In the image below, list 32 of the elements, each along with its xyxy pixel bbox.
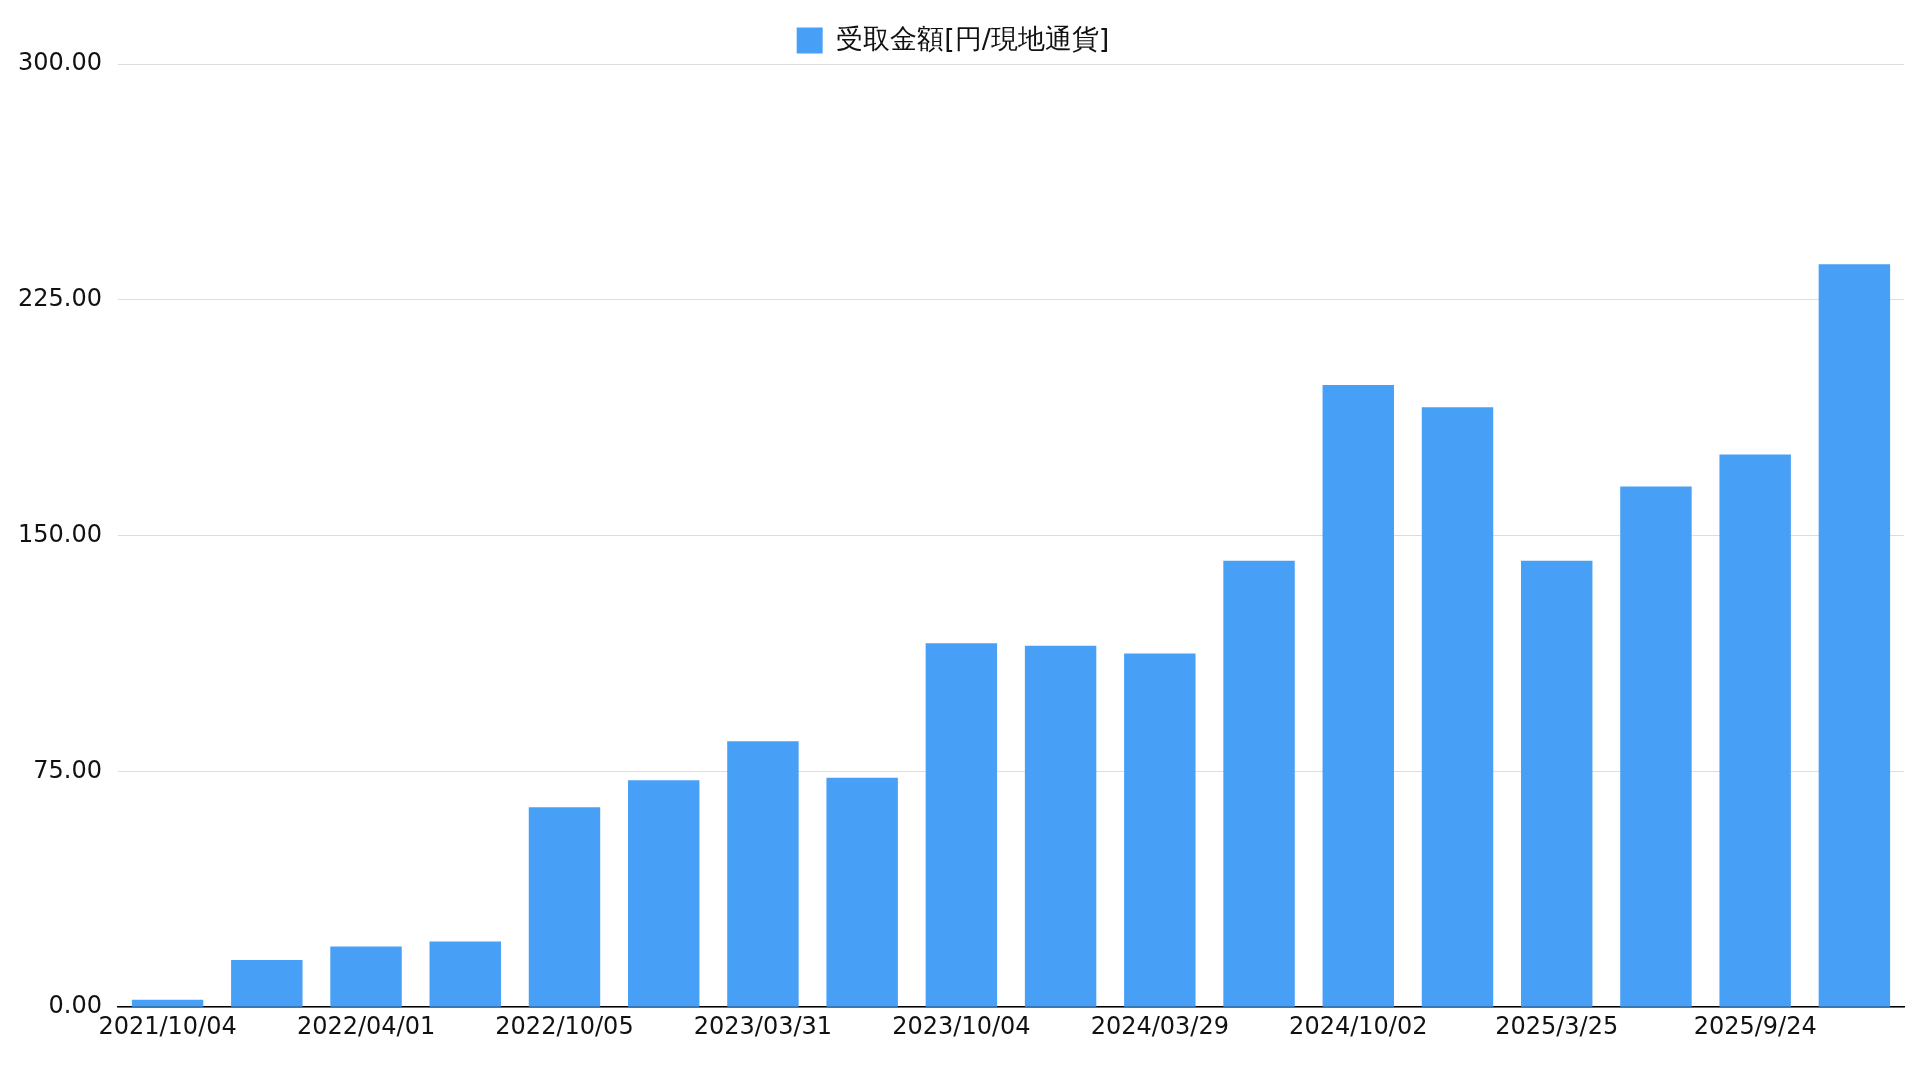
- bar: [1124, 653, 1196, 1007]
- x-tick-label: 2023/10/04: [892, 1011, 1031, 1040]
- legend-label: 受取金額[円/現地通貨]: [836, 22, 1110, 54]
- bar: [528, 807, 601, 1007]
- x-tick-label: 2025/3/25: [1495, 1011, 1619, 1040]
- x-tick-label: 2021/10/04: [98, 1011, 237, 1040]
- x-tick-label: 2025/9/24: [1693, 1011, 1817, 1040]
- bar: [330, 946, 402, 1007]
- x-tick-label: 2022/04/01: [296, 1011, 436, 1040]
- bar: [627, 780, 700, 1007]
- x-tick-label: 2023/03/31: [693, 1011, 833, 1040]
- bar: [1223, 560, 1295, 1007]
- x-tick-label: 2024/10/02: [1289, 1011, 1428, 1040]
- y-tick-label: 225.00: [17, 284, 102, 313]
- bar: [1620, 486, 1692, 1007]
- bar: [826, 777, 898, 1007]
- y-tick-label: 75.00: [33, 755, 102, 784]
- x-tick-label: 2022/10/05: [495, 1011, 634, 1040]
- bar: [925, 643, 998, 1007]
- bar: [1818, 264, 1891, 1007]
- bar: [1521, 560, 1593, 1007]
- y-tick-label: 150.00: [17, 519, 102, 548]
- y-tick-label: 300.00: [17, 48, 102, 77]
- bar: [727, 741, 799, 1007]
- x-tick-label: 2024/03/29: [1090, 1011, 1229, 1040]
- bar: [1421, 407, 1494, 1007]
- bar: [231, 960, 303, 1007]
- bar: [1024, 645, 1097, 1007]
- bar: [1322, 385, 1394, 1007]
- bar: [429, 941, 501, 1007]
- bar: [1719, 454, 1791, 1007]
- bar: [131, 999, 204, 1007]
